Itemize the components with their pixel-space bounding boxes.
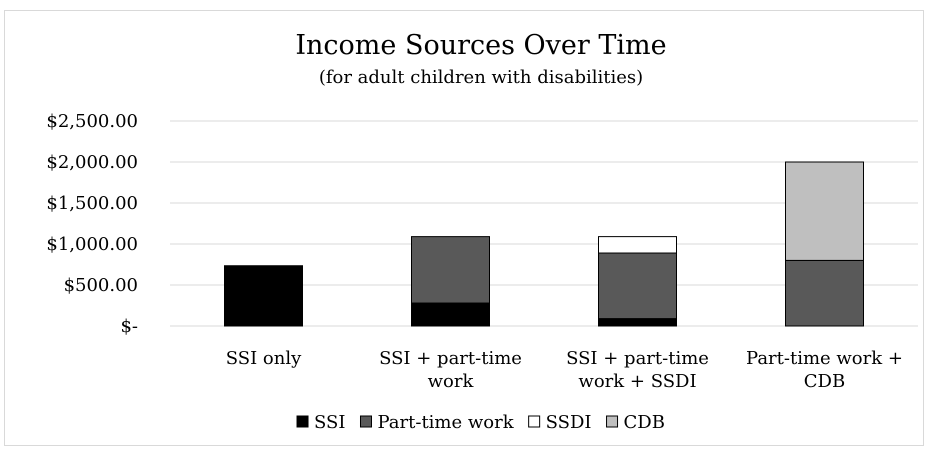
chart-title: Income Sources Over Time <box>295 30 666 61</box>
x-axis-category-labels: SSI only SSI + part-time work SSI + part-ti… <box>226 348 903 392</box>
x-category-label: SSI + part-time work + SSDI <box>566 348 709 392</box>
legend-label: CDB <box>624 412 665 433</box>
bar-segment-part-time-work <box>598 252 677 320</box>
bars <box>224 161 864 327</box>
legend-swatch <box>296 415 309 428</box>
y-tick-label: $2,000.00 <box>46 152 138 173</box>
x-category-label: Part-time work + CDB <box>746 348 903 392</box>
legend-swatch <box>359 415 372 428</box>
bar-segment-ssi <box>598 318 677 327</box>
y-tick-label: $- <box>120 316 138 337</box>
chart-frame: Income Sources Over Time (for adult chil… <box>4 10 924 446</box>
bar-segment-part-time-work <box>411 236 490 304</box>
chart-subtitle: (for adult children with disabilities) <box>319 67 643 88</box>
y-tick-label: $1,500.00 <box>46 193 138 214</box>
legend-item: Part-time work <box>359 412 515 433</box>
legend-item: SSI <box>296 412 345 433</box>
x-category-label: SSI only <box>226 348 302 369</box>
legend-label: Part-time work <box>377 412 514 433</box>
legend-swatch <box>606 415 619 428</box>
y-axis-tick-labels: $- $500.00 $1,000.00 $1,500.00 $2,000.00 $2,5… <box>46 111 138 337</box>
y-tick-label: $2,500.00 <box>46 111 138 132</box>
legend-item: SSDI <box>528 412 592 433</box>
legend-label: SSDI <box>546 412 592 433</box>
x-category-label: SSI + part-time work <box>379 348 522 392</box>
bar-segment-ssi <box>411 302 490 327</box>
bar-segment-part-time-work <box>785 259 864 327</box>
legend-label: SSI <box>314 412 345 433</box>
y-tick-label: $500.00 <box>64 275 138 296</box>
bar-segment-cdb <box>785 161 864 261</box>
legend-item: CDB <box>606 412 665 433</box>
stacked-bar-chart: Income Sources Over Time (for adult chil… <box>46 30 918 433</box>
bar-segment-ssi <box>224 265 303 327</box>
legend-swatch <box>528 415 541 428</box>
legend: SSI Part-time work SSDI CDB <box>296 412 665 433</box>
bar-segment-ssdi <box>598 236 677 254</box>
y-tick-label: $1,000.00 <box>46 234 138 255</box>
